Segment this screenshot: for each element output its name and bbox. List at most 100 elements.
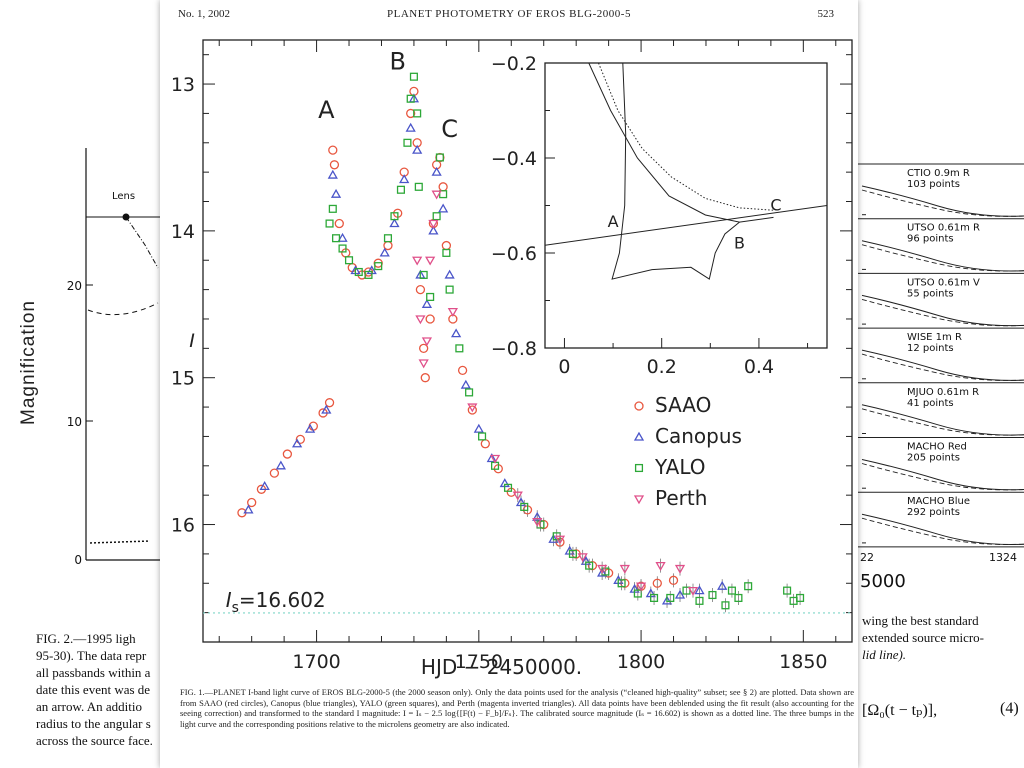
legend-marker-yalo [634,463,644,473]
data-point [674,589,686,599]
data-point [428,219,439,229]
data-point [405,122,416,132]
data-point [435,153,444,162]
data-point [325,219,334,228]
data-point [413,109,422,118]
data-point [432,212,441,221]
panel-dashed-curve [861,353,1024,381]
series-perth [412,190,699,598]
panel-count-label: 96 points [907,234,954,245]
inset-x-tick-label: 0.4 [744,356,774,378]
data-point [444,269,455,279]
data-point [635,582,647,592]
data-point [243,504,254,514]
data-point [425,256,436,266]
panel-model-curve [861,404,1024,436]
data-point [442,248,451,257]
data-point [661,595,673,605]
panel-dashed-curve [861,517,1024,546]
data-point [327,169,338,179]
issue-label: No. 1, 2002 [178,8,230,20]
data-point [445,285,454,294]
data-point [329,160,340,170]
data-point [520,502,529,511]
data-point [655,561,666,571]
data-point [682,586,691,595]
data-point [406,94,415,103]
data-point [465,388,474,397]
data-point [668,575,679,585]
data-point [489,454,501,464]
data-point [304,423,316,433]
data-point [324,398,335,408]
data-point [457,365,468,376]
data-point [275,460,287,470]
source-magnitude-label: Is=16.602 [226,588,326,616]
panel-3: WISE 1m R12 points [858,327,1024,381]
data-point [396,185,405,194]
main-plot-frame [202,39,853,643]
panel-instrument-label: MJUO 0.61m R [907,387,979,398]
panel-instrument-label: MACHO Blue [907,496,970,507]
left-ytick-10: 10 [67,415,82,429]
left-caption: FIG. 2.—1995 ligh 95-30). The data repr … [36,631,153,748]
data-point [633,589,642,598]
data-point [291,438,303,448]
series-yalo [325,72,805,613]
data-point [390,212,399,221]
data-point [480,439,490,449]
panel-dashed-curve [861,408,1024,436]
data-point [431,190,442,200]
data-point [415,284,426,295]
left-paper-fragment: Lens 20 10 0 Magnification FIG. 2.—1995 … [0,0,160,768]
data-point [383,234,393,243]
left-ytick-0: 0 [74,553,82,567]
data-point [460,379,471,389]
data-point [414,182,423,191]
data-point [568,549,577,558]
data-point [619,564,630,574]
panel-count-label: 205 points [907,453,960,464]
inset-y-tick-label: −0.2 [491,53,537,75]
data-point [419,270,428,279]
inset-y-tick-label: −0.6 [491,243,537,265]
panel-model-curve [861,513,1024,545]
data-point [585,561,594,570]
data-point [374,262,383,271]
data-point [597,567,608,577]
inset-frame [544,62,828,349]
data-point [503,483,513,492]
data-point [674,564,686,574]
inset-label-B: B [734,233,745,252]
data-point [259,481,270,491]
panel-4: MJUO 0.61m R41 points [858,382,1024,436]
data-point [455,344,464,353]
data-point [409,72,418,81]
data-point [344,256,354,265]
lens-label: Lens [112,191,135,202]
data-point [695,596,704,605]
data-point [330,188,342,198]
panel-instrument-label: WISE 1m R [907,332,962,343]
data-point [694,585,705,595]
panel-1: UTSO 0.61m R96 points [858,218,1024,272]
data-point [473,423,484,433]
panel-dashed-curve [861,189,1024,217]
legend-marker-canopus [633,431,645,441]
data-point [419,343,429,353]
legend-marker-saao [634,401,644,411]
inset-x-tick-label: 0.2 [647,356,677,378]
data-point [447,307,458,317]
journal-title: PLANET PHOTOMETRY OF EROS BLG-2000-5 [387,8,631,20]
y-tick-label: 13 [171,74,195,96]
figure-caption: FIG. 1.—PLANET I-band light curve of ERO… [180,687,854,729]
right-xtick-right: 1324 [989,551,1017,564]
right-axis-fragment: 5000 [860,571,906,592]
source-trajectory [545,205,827,246]
data-point [412,144,423,154]
panel-count-label: 103 points [907,179,960,190]
x-axis-label: HJD − 2450000. [421,655,582,679]
panel-instrument-label: UTSO 0.61m V [907,277,980,288]
